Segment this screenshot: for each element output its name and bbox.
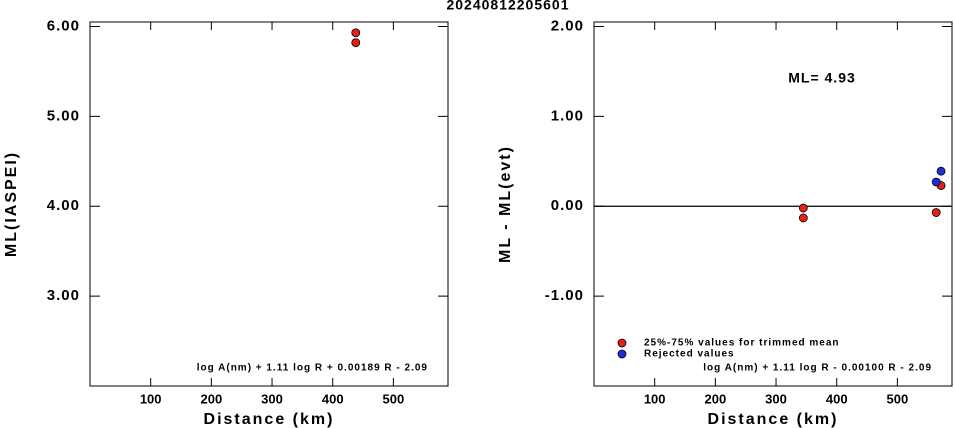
y-axis-label: ML(IASPEI) [3,151,20,257]
formula: log A(nm) + 1.11 log R + 0.00189 R - 2.0… [197,363,428,374]
x-tick-label: 400 [322,391,344,406]
x-tick-label: 100 [644,391,666,406]
x-tick-label: 300 [765,391,787,406]
x-tick-label: 400 [826,391,848,406]
legend-marker [617,349,627,359]
data-point [351,38,361,48]
annotation: ML= 4.93 [788,70,856,86]
data-point [931,177,941,187]
data-point [931,208,941,217]
y-tick-label: 4.00 [47,197,80,214]
y-tick-label: 0.00 [551,197,584,214]
plot-frame [89,21,449,387]
y-tick-label: 3.00 [47,287,80,304]
x-tick-label: 500 [887,391,909,406]
y-tick-label: 5.00 [47,107,80,124]
legend-marker [617,338,627,348]
x-axis-label: Distance (km) [708,411,839,428]
x-tick-label: 300 [261,391,283,406]
plot-frame [593,21,953,387]
y-tick-label: 2.00 [551,17,584,34]
chart-title: 20240812205601 [446,0,569,13]
y-tick-label: 1.00 [551,107,584,124]
data-point [798,213,808,223]
x-tick-label: 100 [140,391,162,406]
x-tick-label: 200 [705,391,727,406]
data-point [351,28,361,38]
y-tick-label: -1.00 [545,287,584,304]
legend-label: 25%-75% values for trimmed mean [644,338,840,349]
y-axis-label: ML - ML(evt) [497,145,514,263]
y-tick-label: 6.00 [47,17,80,34]
formula: log A(nm) + 1.11 log R - 0.00100 R - 2.0… [703,363,932,374]
legend-label: Rejected values [644,349,735,360]
data-point [798,203,808,213]
x-tick-label: 500 [383,391,405,406]
x-tick-label: 200 [201,391,223,406]
data-point [936,166,946,176]
x-axis-label: Distance (km) [204,411,335,428]
